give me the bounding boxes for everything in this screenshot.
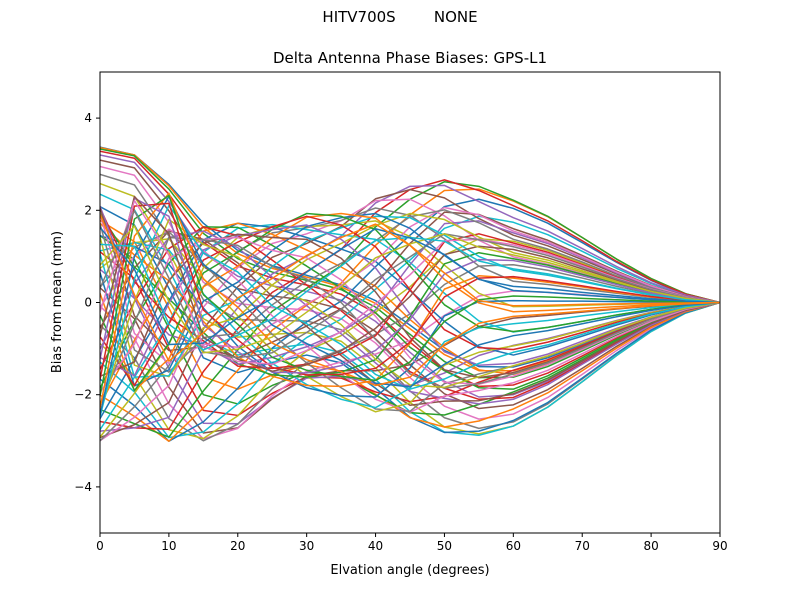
x-tick-label: 20	[230, 539, 245, 553]
plot-frame	[99, 71, 721, 534]
x-axis-label: Elvation angle (degrees)	[330, 563, 489, 578]
y-tick-label: −2	[74, 388, 92, 402]
series-line-71	[100, 226, 720, 346]
series-line-65	[100, 197, 720, 374]
series-line-42	[100, 222, 720, 388]
series-line-66	[100, 195, 720, 372]
figure-suptitle: HITV700S NONE	[322, 8, 478, 26]
x-tick-label: 40	[368, 539, 383, 553]
series-line-21	[100, 198, 720, 443]
y-axis: −4 −2 0 2 4	[74, 111, 100, 494]
series-line-58	[100, 236, 720, 406]
series-line-55	[100, 224, 720, 377]
x-tick-label: 30	[299, 539, 314, 553]
chart-title: Delta Antenna Phase Biases: GPS-L1	[273, 49, 547, 67]
series-line-53	[100, 212, 720, 392]
y-tick-label: 0	[84, 296, 92, 310]
series-line-63	[100, 194, 720, 397]
series-line-14	[100, 251, 720, 417]
y-axis-label: Bias from mean (mm)	[50, 231, 65, 373]
series-line-69	[100, 225, 720, 354]
series-line-59	[100, 218, 720, 414]
x-tick-label: 80	[643, 539, 658, 553]
series-line-47	[100, 206, 720, 365]
series-line-67	[100, 199, 720, 366]
x-tick-label: 60	[506, 539, 521, 553]
series-line-35	[100, 230, 720, 405]
series-line-20	[100, 215, 720, 439]
x-tick-label: 10	[161, 539, 176, 553]
series-line-12	[100, 219, 720, 428]
series-line-64	[100, 202, 720, 380]
series-line-54	[100, 215, 720, 387]
x-axis: 0 10 20 30 40 50 60 70 80 90	[96, 533, 728, 553]
y-tick-label: 4	[84, 111, 92, 125]
series-layer	[100, 146, 720, 443]
series-line-49	[100, 212, 720, 378]
series-line-34	[100, 226, 720, 401]
x-tick-label: 0	[96, 539, 104, 553]
series-line-61	[100, 195, 720, 416]
y-tick-label: −4	[74, 480, 92, 494]
series-line-60	[100, 204, 720, 418]
x-tick-label: 90	[712, 539, 727, 553]
x-tick-label: 50	[437, 539, 452, 553]
x-tick-label: 70	[575, 539, 590, 553]
y-tick-label: 2	[84, 203, 92, 217]
series-line-3	[100, 148, 720, 379]
series-line-62	[100, 192, 720, 409]
series-line-51	[100, 212, 720, 387]
series-line-72	[100, 214, 720, 362]
